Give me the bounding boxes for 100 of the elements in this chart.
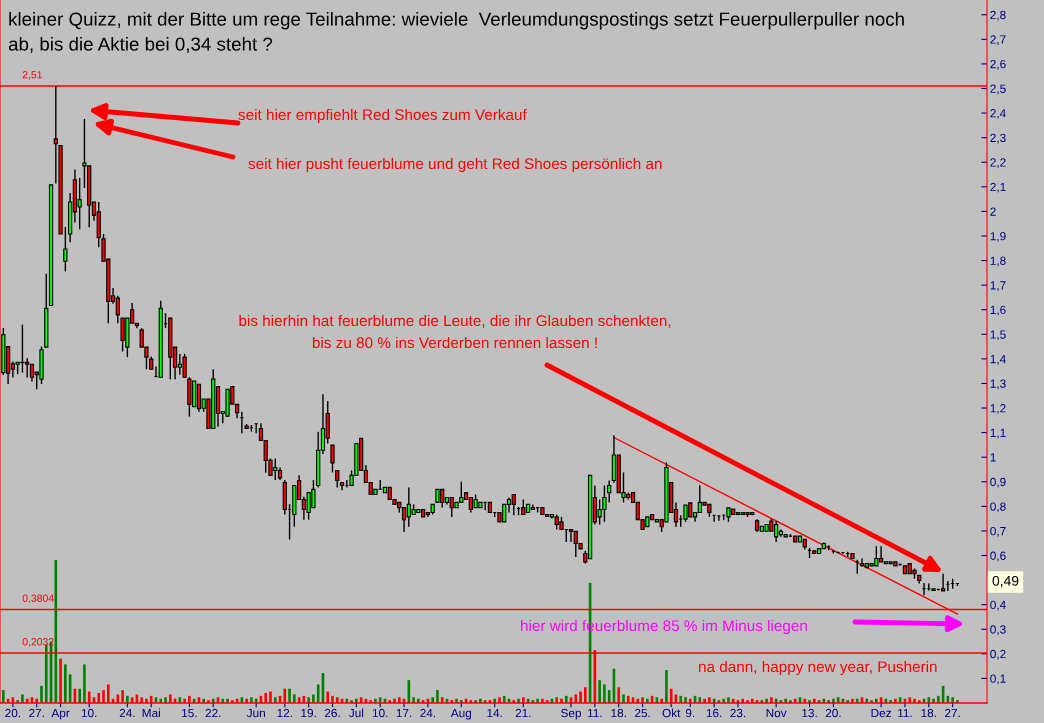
bar [665, 670, 668, 703]
y-tick-label: 0,1 [990, 674, 1006, 685]
y-tick-label: 2,2 [990, 158, 1006, 169]
candlestick [77, 177, 82, 231]
y-tick-label: 1,7 [990, 281, 1006, 291]
y-tick-label: 0,8 [990, 502, 1006, 513]
x-tick-label: 24. [420, 708, 436, 718]
bar [250, 697, 253, 703]
candlestick [568, 528, 574, 543]
bar [937, 695, 940, 703]
y-tick-label: 1,1 [990, 428, 1006, 439]
y-tick-label: 1,4 [990, 355, 1006, 365]
annotation: seit hier pusht feuerblume und geht Red Shoes persönlich an [248, 157, 662, 173]
y-tick-label: 0,9 [990, 477, 1006, 488]
y-tick-label: 1,2 [990, 404, 1006, 414]
candlestick [511, 493, 516, 516]
bar [502, 695, 506, 703]
x-tick-label: 10. [372, 708, 388, 718]
candlestick [182, 353, 187, 379]
bar [126, 695, 129, 703]
bar [436, 690, 439, 703]
ref-line-label: 2,51 [22, 71, 42, 80]
x-tick-label: 22. [205, 708, 221, 718]
x-tick-label: Jun [246, 708, 265, 718]
bar [378, 697, 382, 703]
annotation: bis hierhin hat feuerblume die Leute, die ihr Glauben schenkten, bis zu 80 % ins Verderben rennen lassen ! [239, 314, 671, 349]
x-tick-label: Jul [348, 708, 364, 718]
x-tick-label: Mai [142, 708, 160, 718]
bar [603, 684, 606, 703]
bar [431, 697, 434, 703]
bar [78, 688, 81, 703]
candlestick [859, 557, 865, 568]
y-tick-label: 1,5 [990, 330, 1006, 341]
bar [679, 695, 683, 703]
bar [564, 695, 568, 703]
bar [64, 664, 67, 703]
bar [412, 697, 415, 703]
candlestick [330, 444, 335, 474]
x-tick-label: Okt [662, 708, 681, 718]
x-tick-label: 27. [945, 708, 960, 718]
bar [293, 694, 296, 703]
annotation: seit hier empfiehlt Red Shoes zum Verkauf [238, 108, 527, 124]
y-tick-label: 2,8 [990, 10, 1006, 21]
x-tick-label: 9. [685, 708, 695, 718]
candlestick [878, 545, 884, 563]
x-tick-label: 19. [301, 708, 316, 718]
y-tick-label: 2,6 [990, 59, 1006, 70]
x-tick-label: 20. [825, 708, 841, 718]
bar [273, 697, 277, 703]
annotation: na dann, happy new year, Pusherin [699, 660, 937, 676]
x-tick-label: 27. [29, 708, 44, 718]
bar [622, 694, 625, 703]
y-tick-label: 2,5 [990, 84, 1006, 95]
x-tick-label: 23. [730, 708, 746, 718]
y-tick-label: 1,9 [990, 232, 1006, 242]
y-tick-label: 0,3 [990, 625, 1006, 636]
x-tick-label: 18. [611, 708, 626, 718]
x-tick-label: 18. [921, 708, 936, 718]
bar [598, 680, 601, 703]
y-tick-label: 1,3 [990, 379, 1006, 390]
x-tick-label: 10. [81, 708, 97, 718]
y-tick-label: 1,6 [990, 305, 1006, 316]
x-tick-label: 21. [515, 708, 531, 718]
bar [312, 694, 315, 703]
y-tick-label: 1 [990, 453, 996, 462]
y-tick-label: 2,3 [990, 133, 1006, 144]
y-tick-label: 0,2 [990, 649, 1006, 660]
x-tick-label: 11. [588, 708, 602, 718]
x-tick-label: Dez [871, 708, 892, 718]
x-tick-label: Apr [51, 708, 70, 720]
candlestick [63, 226, 68, 273]
ref-line-label: 0,2032 [22, 638, 54, 647]
y-tick-label: 2 [990, 207, 996, 216]
y-tick-label: 2,1 [990, 182, 1006, 193]
y-tick-label: 0,4 [990, 600, 1006, 611]
bar [40, 685, 43, 703]
bar [21, 694, 24, 703]
candlestick [940, 573, 946, 592]
x-tick-label: Aug [450, 708, 472, 720]
bar [927, 697, 931, 703]
x-tick-label: 15. [182, 708, 197, 718]
x-tick-label: 12. [277, 708, 292, 718]
x-tick-label: 13. [802, 708, 817, 718]
x-tick-label: 16. [706, 708, 722, 718]
x-tick-label: Sep [561, 708, 582, 720]
bar [288, 688, 291, 703]
bar [83, 664, 86, 703]
text: kleiner Quizz, mit der Bitte um rege Teilnahme: wieviele Verleumdungspostings setzt Feuerpullerpuller noch ab, bis die Aktie bei 0,34 steht ? [8, 12, 904, 53]
bar [951, 697, 954, 703]
y-tick-label: 2,7 [990, 35, 1006, 46]
bar [684, 697, 687, 703]
bar [307, 697, 310, 703]
y-tick-label: 1,8 [990, 256, 1006, 267]
x-tick-label: 26. [324, 708, 340, 718]
text: 0,49 [992, 575, 1019, 588]
x-tick-label: 25. [634, 708, 650, 718]
bar [727, 697, 730, 703]
candlestick [401, 506, 407, 533]
y-tick-label: 0,7 [990, 526, 1006, 537]
x-tick-label: 14. [487, 708, 502, 718]
